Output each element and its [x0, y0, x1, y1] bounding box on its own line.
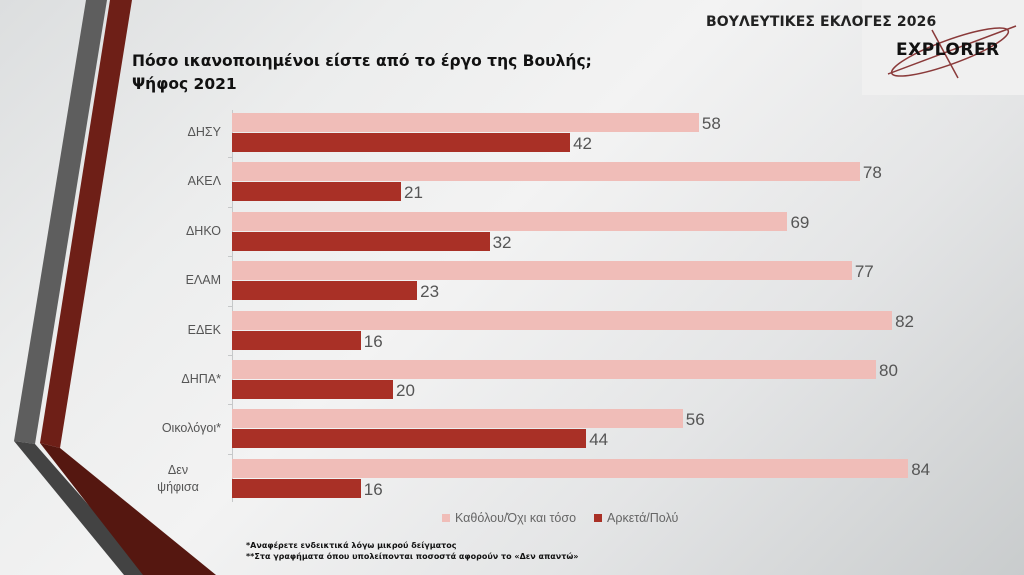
- category-label: ΕΔΕΚ: [187, 322, 221, 337]
- axis-tick: [228, 206, 232, 208]
- bar-light: [232, 261, 852, 281]
- axis-tick: [228, 453, 232, 455]
- data-label: 69: [790, 212, 810, 232]
- bar-dark: [232, 133, 571, 152]
- bar-dark: [232, 429, 587, 449]
- legend-item-light: Καθόλου/Όχι και τόσο: [442, 511, 576, 525]
- bar-light: [232, 458, 909, 478]
- gray-stripe-upper: [14, 0, 107, 444]
- bar-light: [232, 409, 683, 429]
- bar-dark: [232, 478, 361, 498]
- bar-light: [232, 360, 876, 379]
- footnotes: *Αναφέρετε ενδεικτικά λόγω μικρού δείγμα…: [246, 540, 578, 562]
- category-label: ΔΗΣΥ: [187, 125, 221, 139]
- legend-label-light: Καθόλου/Όχι και τόσο: [455, 511, 577, 525]
- legend-swatch-dark: [594, 514, 603, 522]
- bar-light: [232, 310, 893, 330]
- category-label: ΔΗΠΑ*: [181, 372, 221, 386]
- legend-swatch-light: [442, 514, 450, 522]
- bar-dark: [232, 231, 490, 251]
- axis-tick: [228, 256, 232, 258]
- bar-light: [232, 162, 860, 182]
- logo-text: EXPLORER: [896, 40, 1000, 60]
- data-label: 16: [363, 331, 383, 351]
- category-label: Οικολόγοι*: [161, 421, 221, 436]
- chart-title-main: Πόσο ικανοποιημένοι είστε από το έργο τη…: [132, 52, 592, 70]
- data-label: 56: [685, 410, 705, 430]
- data-label: 44: [589, 430, 609, 450]
- gray-stripe-lower: [14, 441, 150, 575]
- red-stripe-upper: [40, 0, 132, 448]
- legend-label-dark: Αρκετά/Πολύ: [607, 511, 679, 525]
- category-label: ΕΛΑΜ: [185, 273, 221, 288]
- footnote-2: **Στα γραφήματα όπου υπολείπονται ποσοστ…: [246, 552, 579, 561]
- explorer-logo-icon: [887, 25, 1017, 79]
- legend: Καθόλου/Όχι και τόσο Αρκετά/Πολύ: [442, 511, 696, 525]
- logo-background: [862, 0, 1024, 95]
- bar-dark: [232, 330, 361, 350]
- axis-tick: [228, 305, 232, 307]
- data-label: 84: [911, 459, 931, 479]
- bar-dark: [232, 281, 418, 301]
- category-label: Δεν ψήφισα: [157, 462, 199, 494]
- axis-tick: [228, 355, 232, 356]
- axis-tick: [228, 404, 232, 406]
- bar-light: [232, 211, 788, 231]
- category-label: ΔΗΚΟ: [185, 223, 221, 238]
- data-label: 23: [420, 282, 440, 302]
- data-label: 21: [404, 183, 423, 203]
- bar-light: [232, 113, 699, 132]
- data-label: 78: [862, 163, 882, 183]
- y-axis-line: [232, 110, 233, 502]
- data-label: 77: [854, 262, 874, 282]
- data-label: 82: [895, 311, 915, 331]
- data-label: 58: [701, 114, 721, 133]
- data-label: 32: [492, 232, 512, 252]
- data-label: 42: [573, 134, 593, 153]
- category-label: ΑΚΕΛ: [187, 174, 221, 189]
- bar-dark: [232, 182, 402, 202]
- chart-title: Πόσο ικανοποιημένοι είστε από το έργο τη…: [132, 50, 592, 96]
- chart-subtitle: Ψήφος 2021: [132, 75, 237, 93]
- data-label: 16: [363, 479, 383, 499]
- header-title: ΒΟΥΛΕΥΤΙΚΕΣ ΕΚΛΟΓΕΣ 2026: [706, 14, 937, 30]
- footnote-1: *Αναφέρετε ενδεικτικά λόγω μικρού δείγμα…: [246, 541, 457, 550]
- bar-dark: [232, 380, 393, 399]
- legend-item-dark: Αρκετά/Πολύ: [594, 511, 678, 525]
- data-label: 80: [879, 361, 898, 380]
- axis-tick: [228, 157, 232, 159]
- data-label: 20: [396, 381, 415, 400]
